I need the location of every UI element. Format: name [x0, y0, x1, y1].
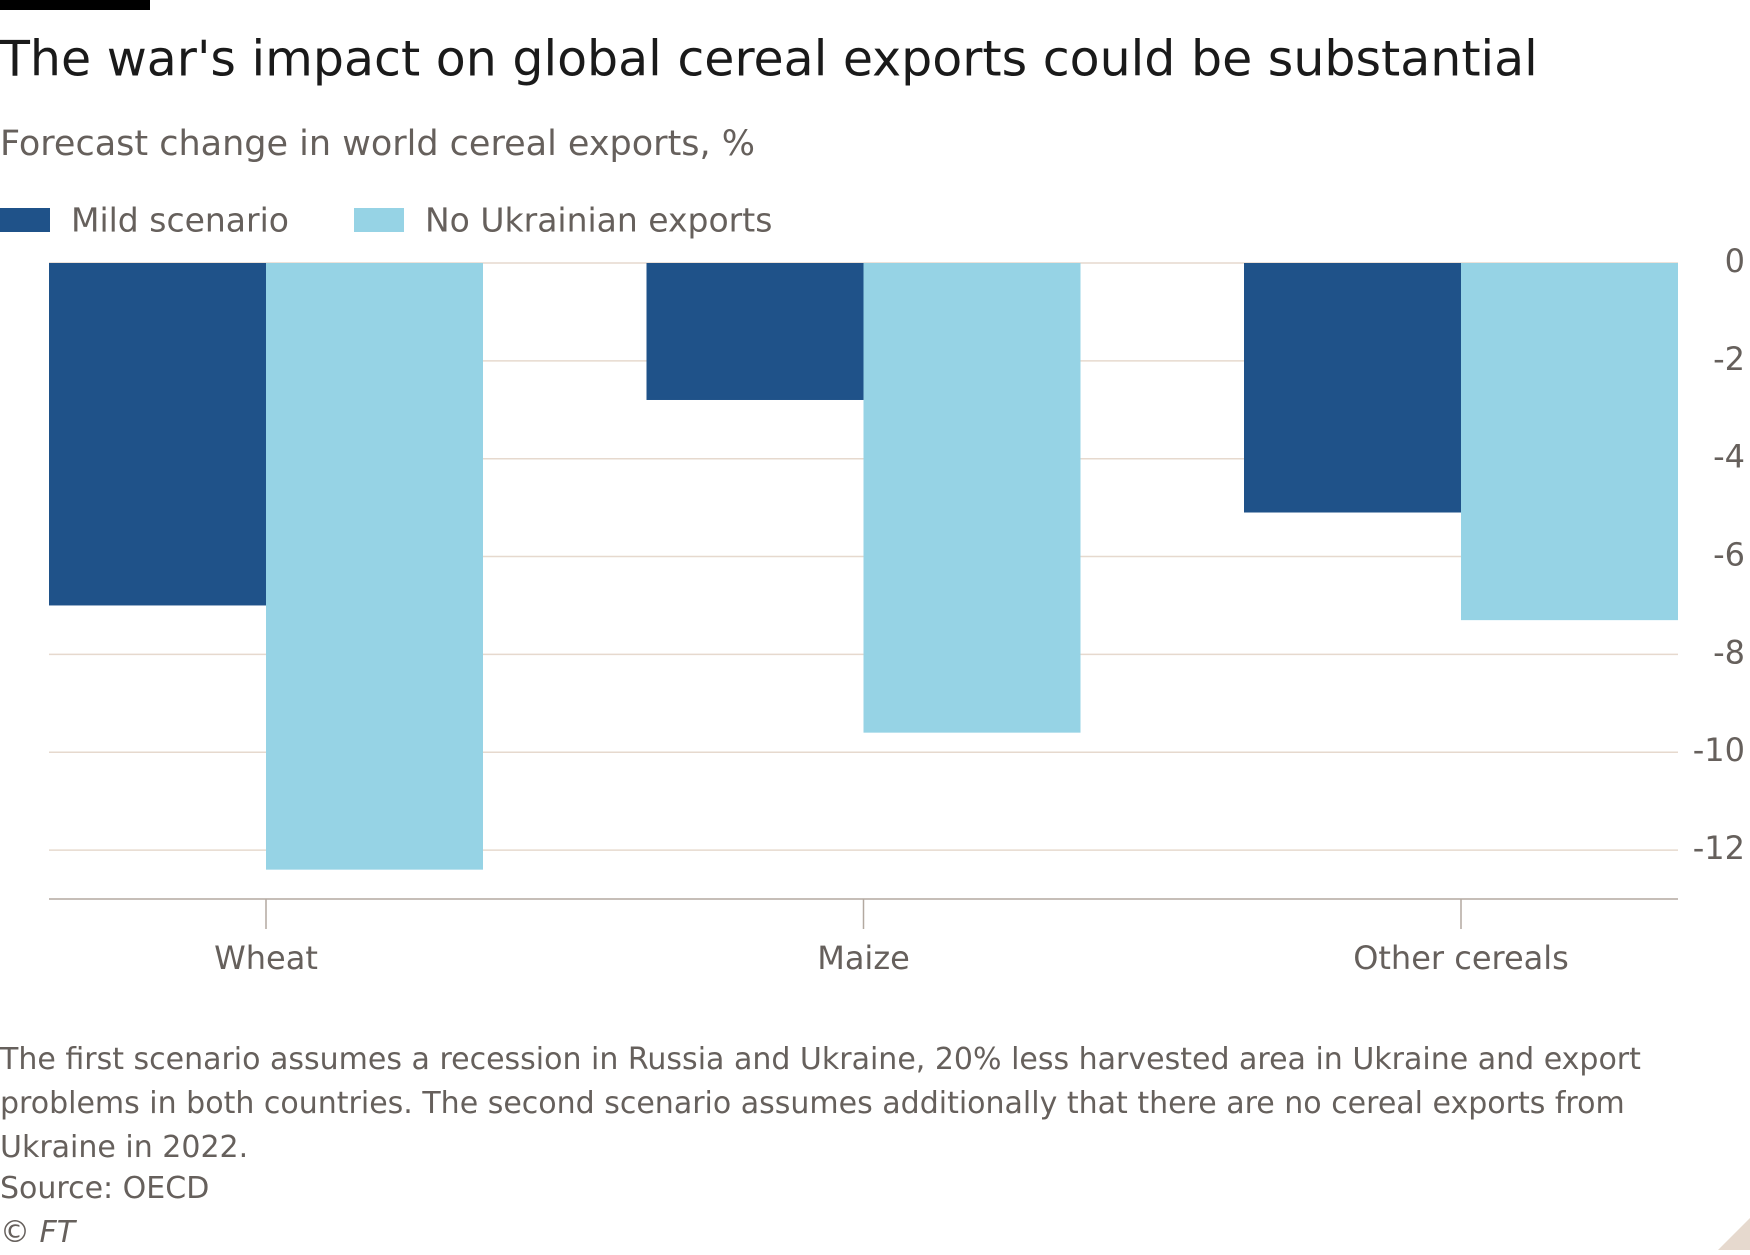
bar — [1244, 263, 1461, 513]
x-tick-label: Maize — [817, 939, 910, 977]
corner-mark — [1718, 1218, 1750, 1250]
chart-subtitle: Forecast change in world cereal exports,… — [0, 124, 755, 164]
legend-label: Mild scenario — [71, 201, 289, 240]
credit: © FT — [0, 1215, 76, 1250]
y-tick-label: -6 — [1713, 536, 1745, 574]
bar — [863, 263, 1081, 733]
chart-title: The war's impact on global cereal export… — [0, 31, 1538, 88]
legend-swatch — [354, 208, 404, 232]
x-tick-label: Other cereals — [1353, 939, 1569, 977]
y-tick-label: 0 — [1725, 242, 1745, 280]
legend-label: No Ukrainian exports — [425, 201, 772, 240]
x-tick-label: Wheat — [214, 939, 318, 977]
y-tick-label: -8 — [1713, 633, 1745, 671]
legend-swatch — [0, 208, 50, 232]
bar — [646, 263, 864, 400]
bar — [1461, 263, 1678, 621]
y-tick-label: -12 — [1693, 829, 1745, 867]
y-tick-label: -10 — [1693, 731, 1745, 769]
source: Source: OECD — [0, 1171, 210, 1206]
brand-bar — [0, 0, 150, 10]
bar — [49, 263, 266, 606]
bar — [266, 263, 483, 870]
note: The first scenario assumes a recession i… — [0, 1042, 1641, 1165]
y-tick-label: -2 — [1713, 340, 1745, 378]
y-tick-label: -4 — [1713, 438, 1745, 476]
